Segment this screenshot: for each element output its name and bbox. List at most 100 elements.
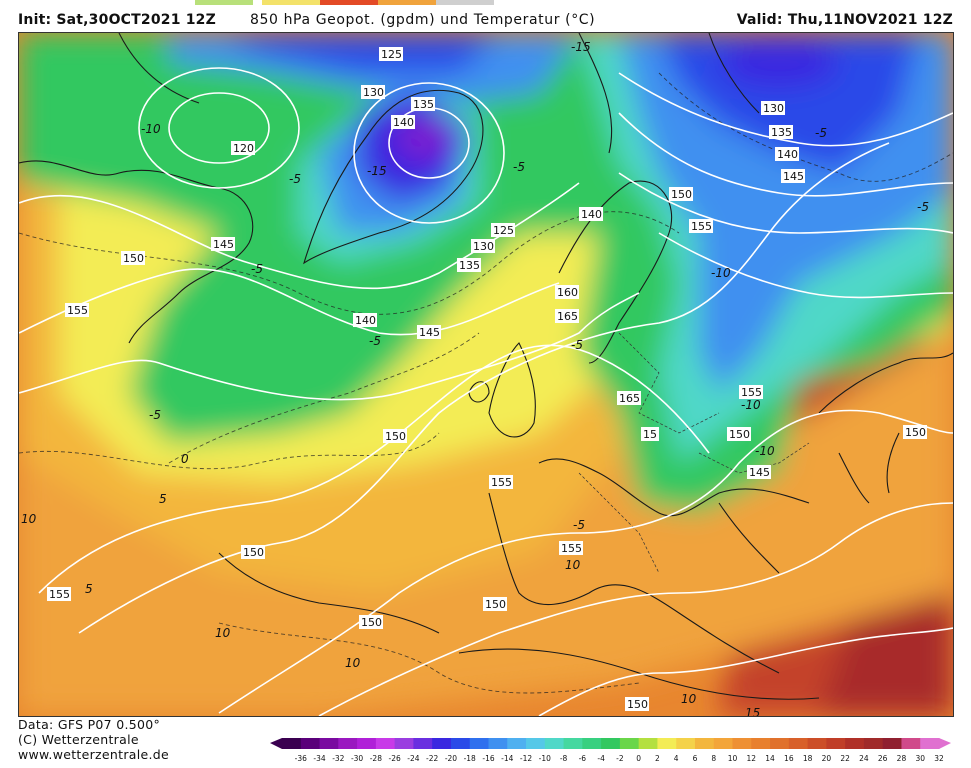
scale-tick-label: -32 xyxy=(332,754,344,763)
scale-tick-label: -20 xyxy=(445,754,457,763)
copyright: (C) Wetterzentrale xyxy=(18,732,139,747)
scale-swatch xyxy=(432,738,452,749)
temp-label: -10 xyxy=(711,266,731,280)
scale-tick-label: 10 xyxy=(728,754,738,763)
scale-tick-label: 30 xyxy=(915,754,925,763)
top-tab-1 xyxy=(195,0,253,5)
scale-tick-label: 6 xyxy=(693,754,698,763)
scale-tick-label: 32 xyxy=(934,754,944,763)
height-label: 155 xyxy=(67,304,88,317)
height-label: 155 xyxy=(49,588,70,601)
temp-label: -10 xyxy=(141,122,161,136)
temp-label: 10 xyxy=(345,656,361,670)
scale-tick-label: -34 xyxy=(313,754,325,763)
scale-swatch xyxy=(375,738,396,749)
scale-swatch xyxy=(619,738,640,749)
scale-swatch xyxy=(751,738,771,749)
height-label: 150 xyxy=(671,188,692,201)
footer: Data: GFS P07 0.500° (C) Wetterzentrale … xyxy=(18,717,169,762)
height-label: 160 xyxy=(557,286,578,299)
top-tab-5 xyxy=(436,0,494,5)
scale-tick-label: 24 xyxy=(859,754,869,763)
temp-label: 10 xyxy=(21,512,37,526)
temp-label: 15 xyxy=(745,706,760,716)
scale-swatch xyxy=(826,738,846,749)
scale-swatch xyxy=(338,738,358,749)
height-label: 145 xyxy=(213,238,234,251)
scale-tick-label: -22 xyxy=(426,754,438,763)
temperature-labels: -15 -10 -10 -5 -5 -5 -5 -5 -10 -5 -10 -1… xyxy=(21,40,929,716)
temp-label: -5 xyxy=(513,160,525,174)
scale-swatch xyxy=(676,738,696,749)
scale-tick-label: 28 xyxy=(897,754,907,763)
header: Init: Sat,30OCT2021 12Z 850 hPa Geopot. … xyxy=(18,10,953,32)
height-label: 140 xyxy=(355,314,376,327)
height-label: 120 xyxy=(233,142,254,155)
coastlines xyxy=(19,33,953,700)
scale-tick-label: 14 xyxy=(765,754,775,763)
height-label: 135 xyxy=(771,126,792,139)
scale-arrow-left xyxy=(270,738,282,749)
scale-tick-label: 4 xyxy=(674,754,679,763)
temp-label: -10 xyxy=(741,398,761,412)
top-tab-3 xyxy=(320,0,378,5)
temp-label: -5 xyxy=(917,200,929,214)
height-label: 140 xyxy=(581,208,602,221)
height-label: 130 xyxy=(473,240,494,253)
height-label: 155 xyxy=(741,386,762,399)
height-label: 150 xyxy=(361,616,382,629)
temp-label: -5 xyxy=(289,172,301,186)
scale-swatch xyxy=(788,738,809,749)
temp-label: -5 xyxy=(571,338,583,352)
scale-swatch xyxy=(882,738,902,749)
color-scale: -36 -34 -32 -30 -28 -26 -24 -22 -20 -18 -16 -14 -12-… xyxy=(270,738,951,763)
scale-swatch xyxy=(638,738,658,749)
height-label: 150 xyxy=(243,546,264,559)
scale-tick-label: -16 xyxy=(482,754,494,763)
scale-tick-label: 0 xyxy=(636,754,641,763)
height-label: 150 xyxy=(627,698,648,711)
height-label: 150 xyxy=(485,598,506,611)
weather-map: 125 130 135 140 120 145 150 155 125 130 … xyxy=(18,32,954,717)
scale-swatch xyxy=(563,738,583,749)
scale-swatch xyxy=(357,738,377,749)
scale-tick-label: -28 xyxy=(370,754,382,763)
init-time: Init: Sat,30OCT2021 12Z xyxy=(18,12,216,28)
height-label: 165 xyxy=(557,310,578,323)
height-label: 150 xyxy=(385,430,406,443)
scale-swatch xyxy=(713,738,734,749)
scale-tick-label: -10 xyxy=(539,754,551,763)
temp-label: 10 xyxy=(565,558,581,572)
height-label: 140 xyxy=(777,148,798,161)
scale-swatch xyxy=(770,738,790,749)
scale-swatch xyxy=(920,738,940,749)
height-label: 130 xyxy=(363,86,384,99)
temp-label: 5 xyxy=(85,582,93,596)
height-label: 165 xyxy=(619,392,640,405)
height-label: 15 xyxy=(643,428,657,441)
map-title: 850 hPa Geopot. (gpdm) und Temperatur (°… xyxy=(250,12,596,28)
isotherms xyxy=(19,72,953,694)
top-tabs xyxy=(0,0,971,9)
height-label: 135 xyxy=(459,259,480,272)
scale-swatch xyxy=(394,738,414,749)
scale-tick-label: 22 xyxy=(840,754,850,763)
top-tab-2 xyxy=(262,0,320,5)
temp-label: -5 xyxy=(369,334,381,348)
height-label: 155 xyxy=(561,542,582,555)
scale-tick-label: -36 xyxy=(295,754,307,763)
temp-label: -10 xyxy=(755,444,775,458)
scale-tick-label: 8 xyxy=(711,754,716,763)
temp-label: -5 xyxy=(251,262,263,276)
temp-label: 0 xyxy=(181,452,189,466)
website-url: www.wetterzentrale.de xyxy=(18,747,169,762)
top-tab-4 xyxy=(378,0,436,5)
temp-label: -5 xyxy=(149,408,161,422)
temp-label: -15 xyxy=(367,164,387,178)
scale-arrow-right xyxy=(939,738,951,749)
scale-tick-label: -8 xyxy=(560,754,568,763)
scale-swatch xyxy=(319,738,339,749)
temp-label: 10 xyxy=(215,626,231,640)
height-label: 135 xyxy=(413,98,434,111)
scale-swatch xyxy=(300,738,321,749)
